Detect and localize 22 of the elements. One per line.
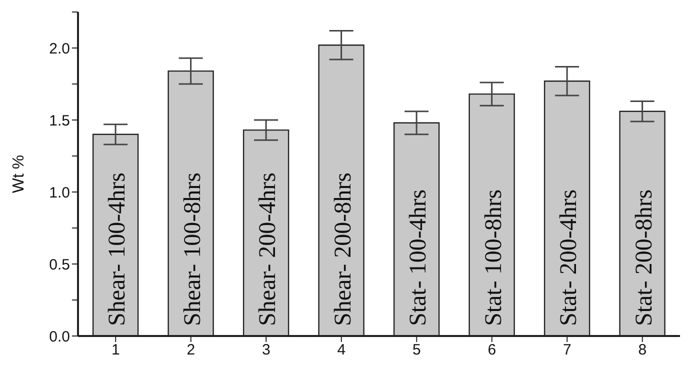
annotation: Stat- 100-8hrs: [480, 189, 507, 326]
annotation: Shear- 200-8hrs: [330, 172, 356, 326]
y-tick-label: 2.0: [49, 40, 70, 58]
y-tick-label: 0.5: [49, 256, 70, 274]
x-tick-label: 4: [337, 342, 346, 359]
x-tick-label: 1: [111, 342, 120, 359]
annotation: Stat- 200-4hrs: [556, 189, 582, 326]
x-tick-label: 7: [562, 342, 572, 359]
y-tick-label: 0.0: [49, 328, 70, 346]
annotation: Shear- 200-4hrs: [255, 172, 282, 326]
y-tick-label: 1.5: [49, 112, 70, 130]
y-axis-title: Wt %: [10, 154, 28, 194]
annotation: Stat- 200-8hrs: [631, 189, 658, 326]
x-tick-label: 2: [186, 342, 196, 359]
annotation: Shear- 100-8hrs: [180, 172, 206, 326]
y-tick-label: 1.0: [49, 184, 70, 202]
x-tick-label: 8: [638, 342, 647, 359]
x-tick-label: 6: [488, 342, 496, 359]
x-tick-label: 3: [262, 342, 270, 359]
annotation: Stat- 100-4hrs: [406, 189, 432, 326]
annotation: Shear- 100-4hrs: [104, 172, 131, 326]
x-tick-label: 5: [412, 342, 421, 359]
